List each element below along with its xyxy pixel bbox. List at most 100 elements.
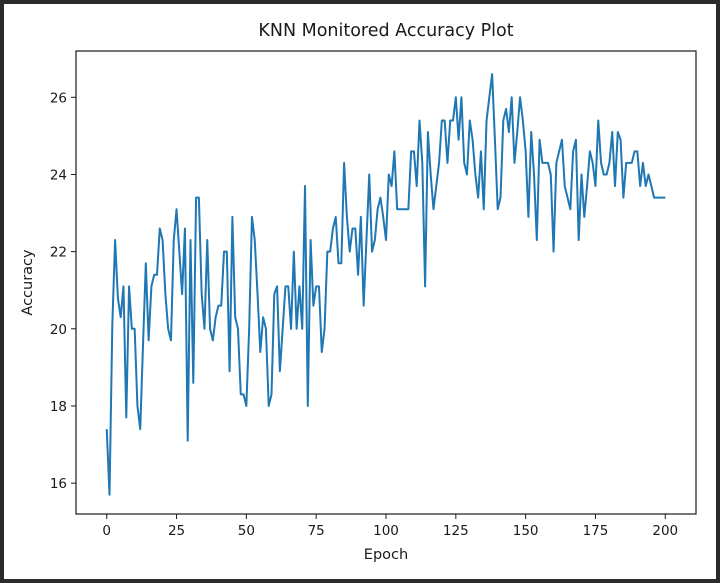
data-point: [550, 173, 552, 175]
data-point: [424, 285, 426, 287]
data-point: [410, 150, 412, 152]
data-point: [382, 216, 384, 218]
data-point: [533, 173, 535, 175]
accuracy-line-chart: KNN Monitored Accuracy Plot 0 25 50 75 100 12…: [20, 21, 697, 563]
data-point: [648, 173, 650, 175]
data-point: [586, 185, 588, 187]
data-point: [326, 251, 328, 253]
data-point: [290, 328, 292, 330]
y-tick-label: 18: [50, 399, 67, 415]
data-point: [502, 119, 504, 121]
data-point: [265, 328, 267, 330]
y-axis-label: Accuracy: [20, 249, 36, 316]
data-point: [522, 119, 524, 121]
data-point: [248, 328, 250, 330]
data-point: [407, 208, 409, 210]
data-point: [262, 316, 264, 318]
data-point: [332, 227, 334, 229]
data-point: [544, 162, 546, 164]
data-point: [159, 227, 161, 229]
data-point: [399, 208, 401, 210]
data-point: [106, 428, 108, 430]
data-point: [156, 274, 158, 276]
data-point: [505, 108, 507, 110]
data-point: [164, 293, 166, 295]
data-point: [136, 405, 138, 407]
data-point: [273, 293, 275, 295]
data-point: [173, 239, 175, 241]
data-point: [393, 150, 395, 152]
data-point: [229, 370, 231, 372]
data-point: [592, 162, 594, 164]
data-point: [128, 285, 130, 287]
data-point: [324, 328, 326, 330]
data-point: [245, 405, 247, 407]
data-point: [622, 197, 624, 199]
data-point: [240, 393, 242, 395]
data-point: [329, 251, 331, 253]
data-point: [276, 285, 278, 287]
data-point: [215, 316, 217, 318]
x-axis-label: Epoch: [364, 547, 408, 563]
data-point: [134, 328, 136, 330]
y-tick-label: 20: [50, 322, 67, 338]
data-point: [298, 285, 300, 287]
x-tick-label: 175: [583, 523, 609, 539]
chart-title: KNN Monitored Accuracy Plot: [258, 21, 513, 41]
data-point: [282, 328, 284, 330]
data-point: [192, 382, 194, 384]
data-point: [511, 96, 513, 98]
data-point: [536, 239, 538, 241]
data-point: [653, 197, 655, 199]
data-point: [365, 239, 367, 241]
data-point: [541, 162, 543, 164]
data-point: [558, 150, 560, 152]
y-tick-label: 24: [50, 167, 67, 183]
data-point: [293, 251, 295, 253]
data-point: [611, 131, 613, 133]
data-point: [491, 73, 493, 75]
data-point: [661, 197, 663, 199]
data-point: [310, 239, 312, 241]
plot-frame: [75, 50, 697, 515]
data-point: [181, 293, 183, 295]
data-point: [402, 208, 404, 210]
data-point: [167, 328, 169, 330]
data-point: [606, 173, 608, 175]
data-point: [271, 393, 273, 395]
data-point: [614, 185, 616, 187]
data-point: [296, 328, 298, 330]
data-point: [405, 208, 407, 210]
data-point: [117, 297, 119, 299]
data-point: [472, 139, 474, 141]
data-point: [321, 351, 323, 353]
data-point: [338, 262, 340, 264]
data-point: [561, 139, 563, 141]
data-point: [458, 139, 460, 141]
data-point: [645, 185, 647, 187]
data-point: [349, 251, 351, 253]
data-point: [508, 131, 510, 133]
data-point: [388, 173, 390, 175]
data-point: [547, 162, 549, 164]
data-point: [162, 239, 164, 241]
data-point: [318, 285, 320, 287]
data-point: [564, 185, 566, 187]
data-point: [217, 305, 219, 307]
data-point: [251, 216, 253, 218]
data-point: [109, 494, 111, 496]
data-point: [368, 173, 370, 175]
figure-canvas: KNN Monitored Accuracy Plot 0 25 50 75 100 12…: [4, 4, 716, 579]
data-point: [594, 185, 596, 187]
y-tick-label: 26: [50, 90, 67, 106]
data-point: [287, 285, 289, 287]
data-point: [374, 239, 376, 241]
data-point: [391, 185, 393, 187]
data-point: [589, 150, 591, 152]
data-point: [432, 208, 434, 210]
y-tick-label: 16: [50, 476, 67, 492]
data-point: [176, 208, 178, 210]
data-point: [396, 208, 398, 210]
data-point: [634, 150, 636, 152]
data-point: [279, 370, 281, 372]
